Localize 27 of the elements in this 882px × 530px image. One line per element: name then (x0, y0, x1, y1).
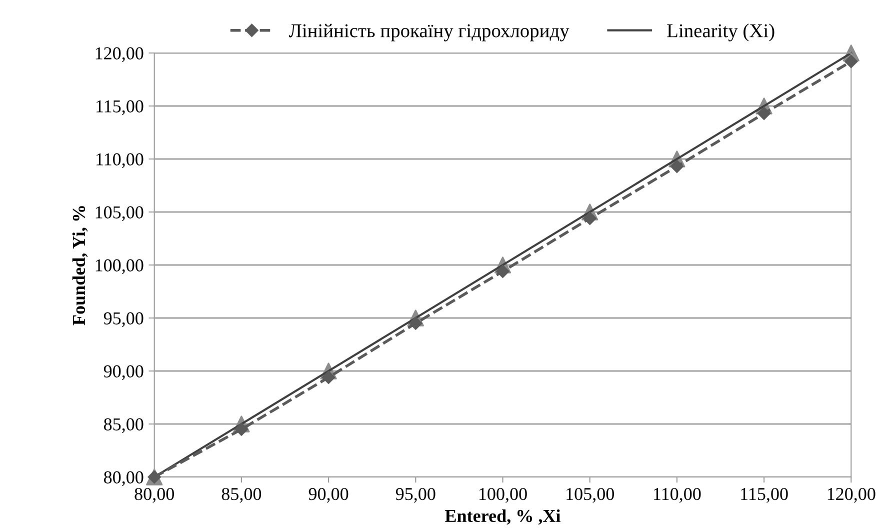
point (670, 160, 684, 174)
y-tick-label: 100,00 (96, 259, 144, 274)
point (844, 54, 858, 68)
x-tick-label: 100,00 (480, 488, 527, 503)
y-tick-label: 90,00 (104, 365, 144, 380)
point (757, 106, 771, 120)
y-tick-label: 105,00 (96, 206, 144, 222)
y-tick-label: 120,00 (96, 47, 144, 62)
x-tick-label: 90,00 (308, 488, 348, 503)
x-tick-label: 110,00 (654, 488, 701, 503)
x-tick-label: 120,00 (828, 488, 876, 503)
x-tick-label: 105,00 (566, 488, 614, 503)
x-tick-label: 115,00 (741, 488, 788, 503)
x-tick-label: 80,00 (134, 488, 174, 503)
point (234, 422, 248, 436)
y-tick-label: 80,00 (104, 471, 144, 486)
y-tick-label: 95,00 (104, 312, 144, 328)
y-axis-title: Founded, Yi, % (72, 206, 88, 326)
y-tick-label: 115,00 (96, 100, 144, 116)
y-tick-label: 110,00 (96, 153, 144, 168)
legend-label: Linearity (Xi) (667, 24, 774, 42)
legend-label: Лінійність прокаїну гідрохлориду (288, 24, 570, 42)
x-tick-label: 95,00 (396, 488, 436, 503)
x-axis-title: Entered, % ,Xi (445, 509, 560, 525)
y-tick-label: 85,00 (104, 418, 144, 434)
x-tick-label: 85,00 (222, 488, 262, 503)
point (322, 370, 336, 384)
